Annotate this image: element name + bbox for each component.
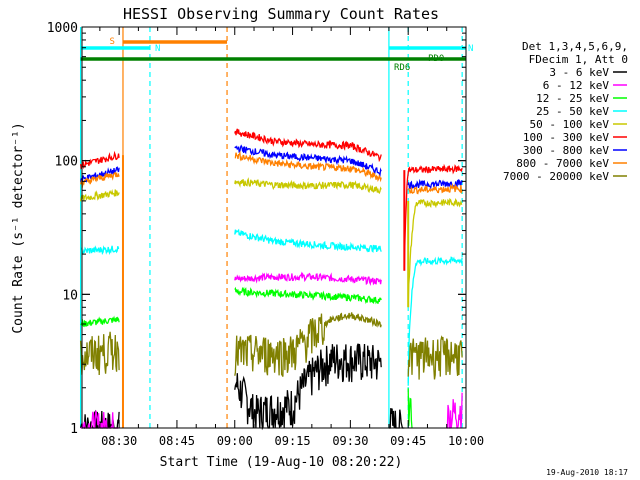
legend-entry-label: 300 - 800 keV — [523, 144, 609, 157]
series-line — [407, 256, 463, 386]
series-line — [407, 183, 463, 195]
series-line — [407, 197, 463, 306]
x-tick-label: 08:45 — [159, 434, 195, 448]
x-tick-label: 08:30 — [101, 434, 137, 448]
series-line — [403, 163, 463, 271]
legend-entry-label: 100 - 300 keV — [523, 131, 609, 144]
series-line — [234, 128, 382, 163]
y-tick-label: 10 — [62, 288, 78, 303]
series-line — [79, 188, 120, 202]
series-800-7000-kev — [79, 150, 463, 195]
flag-label-rd6: RD6 — [394, 63, 410, 73]
y-axis-label: Count Rate (s⁻¹ detector⁻¹) — [11, 122, 26, 333]
series-line — [80, 245, 120, 256]
y-tick-label: 100 — [55, 155, 78, 170]
flag-label-n: N — [155, 44, 160, 54]
legend-header: FDecim 1, Att 0 — [529, 53, 628, 66]
series-100-300-kev — [79, 128, 463, 271]
series-50-100-kev — [79, 177, 463, 306]
x-axis-label: Start Time (19-Aug-10 08:20:22) — [160, 455, 403, 470]
series-line — [234, 286, 382, 305]
legend-entry-label: 6 - 12 keV — [543, 79, 610, 92]
series-line — [234, 177, 382, 195]
series-line — [234, 312, 382, 377]
legend-entry-label: 3 - 6 keV — [549, 66, 609, 79]
series-7000-20000-kev — [79, 312, 463, 380]
series-line — [407, 335, 463, 380]
flag-label-pd0: PD0 — [428, 54, 444, 64]
series-12-25-kev — [80, 286, 413, 429]
y-axis: 1 10 100 1000 — [47, 21, 466, 437]
legend-entry-label: 25 - 50 keV — [536, 105, 609, 118]
series-line — [234, 271, 382, 287]
series-line — [234, 150, 382, 183]
flag-label-s: S — [110, 37, 115, 47]
series-25-50-kev — [80, 228, 463, 386]
x-axis: 08:30 08:45 09:00 09:15 09:30 09:45 10:00 — [99, 27, 484, 448]
flag-label-n: N — [468, 44, 473, 54]
plot-area: S N N RD6 PD0 — [79, 26, 473, 431]
series-line — [388, 408, 405, 429]
legend-header: Det 1,3,4,5,6,9, — [522, 40, 628, 53]
plot-frame — [81, 26, 467, 429]
legend-entry-label: 7000 - 20000 keV — [503, 170, 609, 183]
timestamp-footer: 19-Aug-2010 18:17 — [546, 468, 628, 477]
series-line — [234, 228, 382, 253]
x-tick-label: 09:30 — [332, 434, 368, 448]
series-line — [446, 392, 463, 429]
chart-title: HESSI Observing Summary Count Rates — [123, 5, 439, 23]
series-line — [234, 343, 382, 431]
y-tick-label: 1 — [70, 422, 78, 437]
series-line — [234, 144, 382, 178]
legend-entry-label: 800 - 7000 keV — [516, 157, 609, 170]
series-line — [79, 150, 120, 170]
series-line — [407, 388, 413, 429]
x-tick-label: 09:45 — [390, 434, 426, 448]
legend-entry-label: 50 - 100 keV — [530, 118, 610, 131]
series-line — [80, 315, 120, 328]
legend-entry-label: 12 - 25 keV — [536, 92, 609, 105]
x-tick-label: 09:00 — [217, 434, 253, 448]
series-line — [79, 172, 120, 189]
series-3-6-kev — [79, 343, 405, 431]
series-line — [79, 331, 120, 376]
x-tick-label: 10:00 — [448, 434, 484, 448]
y-tick-label: 1000 — [47, 21, 78, 36]
legend: Det 1,3,4,5,6,9,FDecim 1, Att 03 - 6 keV… — [503, 40, 628, 183]
x-tick-label: 09:15 — [275, 434, 311, 448]
